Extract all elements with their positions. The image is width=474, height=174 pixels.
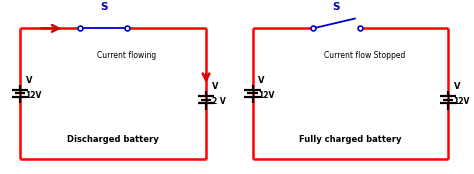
Text: V: V xyxy=(26,76,32,85)
Text: Fully charged battery: Fully charged battery xyxy=(299,135,401,144)
Text: 12V: 12V xyxy=(258,91,274,100)
Text: Current flow Stopped: Current flow Stopped xyxy=(324,51,405,60)
Text: S: S xyxy=(100,2,108,12)
Text: V: V xyxy=(454,82,460,92)
Text: 12V: 12V xyxy=(26,91,42,100)
Text: 12V: 12V xyxy=(454,97,470,106)
Text: Discharged battery: Discharged battery xyxy=(67,135,159,144)
Text: Current flowing: Current flowing xyxy=(97,51,156,60)
Text: V: V xyxy=(258,76,264,85)
Text: 2 V: 2 V xyxy=(211,97,225,106)
Text: S: S xyxy=(333,2,340,12)
Text: V: V xyxy=(211,82,218,92)
